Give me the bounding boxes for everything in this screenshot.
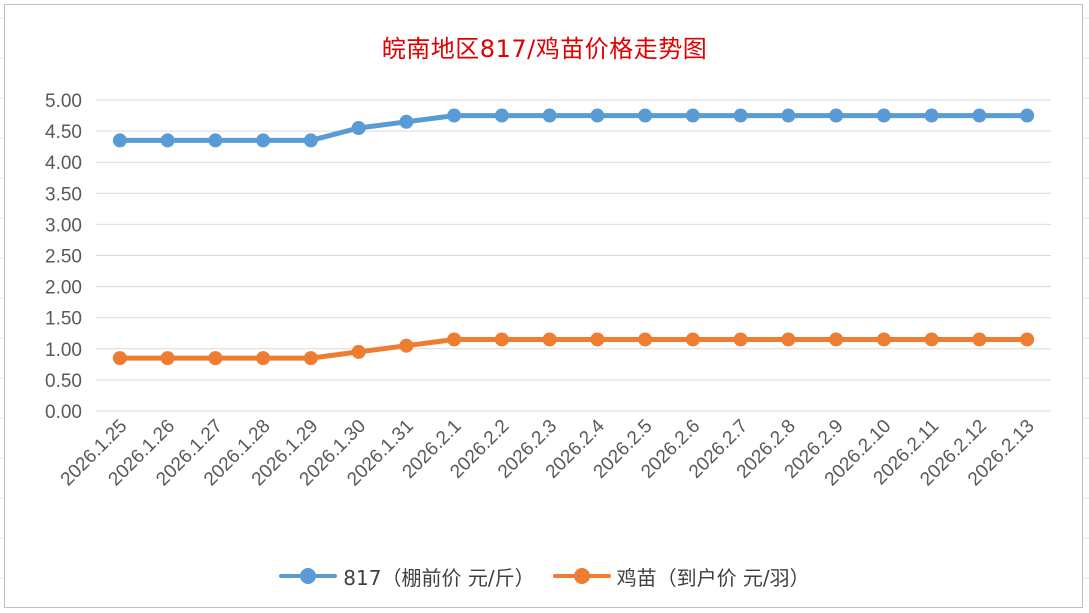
- legend-item-817[interactable]: 817（棚前价 元/斤）: [279, 562, 535, 591]
- series-1-point: [924, 108, 939, 123]
- series-2-point: [399, 338, 414, 353]
- y-tick-label: 1.50: [45, 309, 82, 330]
- series-2-point: [256, 351, 271, 366]
- chart-area[interactable]: 皖南地区817/鸡苗价格走势图 0.00 0.50 1.00 1.50 2.00 2.50…: [4, 4, 1083, 608]
- y-tick-label: 2.00: [45, 278, 82, 299]
- series-1-point: [733, 108, 748, 123]
- series-2-point: [829, 332, 844, 347]
- series-2-point: [590, 332, 605, 347]
- series-2-point: [303, 351, 318, 366]
- series-1-point: [112, 133, 127, 148]
- series-1-point: [829, 108, 844, 123]
- series-2-point: [972, 332, 987, 347]
- series-line-2: [117, 337, 1030, 361]
- series-1-point: [685, 108, 700, 123]
- series-1-point: [590, 108, 605, 123]
- series-1-point: [1020, 108, 1035, 123]
- legend: 817（棚前价 元/斤） 鸡苗（到户价 元/羽）: [5, 561, 1084, 591]
- y-tick-label: 4.50: [45, 122, 82, 143]
- series-1-point: [256, 133, 271, 148]
- series-2-point: [160, 351, 175, 366]
- legend-swatch-chick: [552, 565, 611, 587]
- series-1-point: [542, 108, 557, 123]
- y-tick-label: 3.00: [45, 215, 82, 236]
- y-tick-label: 3.50: [45, 184, 82, 205]
- series-2-point: [924, 332, 939, 347]
- series-2-point: [447, 332, 462, 347]
- series-2-point: [733, 332, 748, 347]
- series-1-point: [447, 108, 462, 123]
- legend-swatch-817: [279, 565, 338, 587]
- series-2-point: [1020, 332, 1035, 347]
- series-2-point: [494, 332, 509, 347]
- series-1-point: [638, 108, 653, 123]
- series-2-point: [685, 332, 700, 347]
- legend-label-817: 817（棚前价 元/斤）: [343, 565, 535, 590]
- legend-item-chick[interactable]: 鸡苗（到户价 元/羽）: [552, 562, 810, 591]
- series-1-point: [351, 120, 366, 135]
- y-tick-label: 5.00: [45, 91, 82, 112]
- series-line-1: [117, 113, 1030, 143]
- legend-label-chick: 鸡苗（到户价 元/羽）: [616, 565, 810, 590]
- series-1-point: [781, 108, 796, 123]
- series-2-point: [638, 332, 653, 347]
- series-1-point: [208, 133, 223, 148]
- series-1-point: [399, 114, 414, 129]
- series-1-point: [494, 108, 509, 123]
- series-2-point: [351, 344, 366, 359]
- series-1-point: [160, 133, 175, 148]
- series-2-point: [542, 332, 557, 347]
- y-tick-label: 1.00: [45, 340, 82, 361]
- series-1-point: [972, 108, 987, 123]
- y-tick-label: 0.00: [45, 402, 82, 423]
- y-tick-label: 0.50: [45, 371, 82, 392]
- series-1-point: [876, 108, 891, 123]
- plot-area: 0.00 0.50 1.00 1.50 2.00 2.50 3.00 3.50 4.00 4.50…: [45, 91, 1051, 490]
- y-tick-label: 2.50: [45, 247, 82, 268]
- chart-title: 皖南地区817/鸡苗价格走势图: [381, 35, 708, 63]
- series-2-point: [781, 332, 796, 347]
- series-1-point: [303, 133, 318, 148]
- series-2-point: [876, 332, 891, 347]
- series-2-point: [208, 351, 223, 366]
- y-tick-label: 4.00: [45, 153, 82, 174]
- series-2-point: [112, 351, 127, 366]
